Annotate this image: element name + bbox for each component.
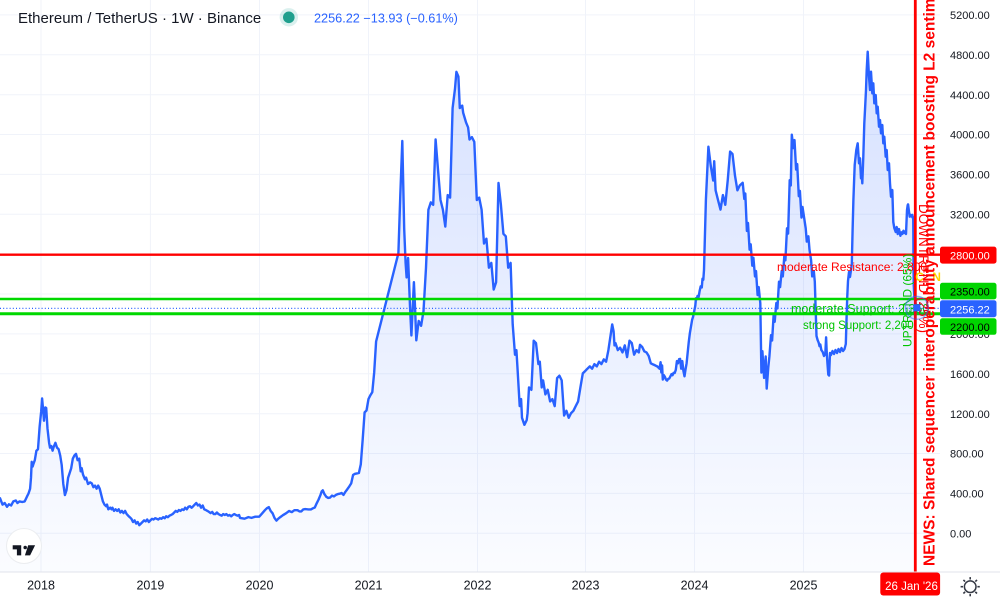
svg-text:2023: 2023 — [572, 579, 600, 593]
svg-text:4800.00: 4800.00 — [950, 50, 990, 62]
svg-text:4400.00: 4400.00 — [950, 90, 990, 102]
svg-text:3600.00: 3600.00 — [950, 170, 990, 182]
svg-text:moderate Resistance: 2,800: moderate Resistance: 2,800 — [777, 260, 927, 274]
svg-text:2020: 2020 — [246, 579, 274, 593]
svg-text:400.00: 400.00 — [950, 489, 984, 501]
svg-text:Ethereum / TetherUS · 1W · Bin: Ethereum / TetherUS · 1W · Binance — [18, 10, 261, 27]
svg-text:2350.00: 2350.00 — [950, 287, 990, 299]
svg-text:3200.00: 3200.00 — [950, 210, 990, 222]
svg-text:2025: 2025 — [790, 579, 818, 593]
svg-text:2022: 2022 — [464, 579, 492, 593]
svg-text:2024: 2024 — [681, 579, 709, 593]
svg-text:26 Jan '26: 26 Jan '26 — [885, 581, 938, 593]
svg-text:moderate Support: 2,350: moderate Support: 2,350 — [791, 302, 929, 316]
svg-text:1600.00: 1600.00 — [950, 369, 990, 381]
svg-text:C: C — [915, 270, 924, 284]
svg-text:5200.00: 5200.00 — [950, 10, 990, 22]
svg-text:2019: 2019 — [136, 579, 164, 593]
svg-text:NEWS: Shared sequencer interop: NEWS: Shared sequencer interoperability … — [922, 0, 939, 566]
svg-text:1200.00: 1200.00 — [950, 409, 990, 421]
svg-text:strong Support: 2,200: strong Support: 2,200 — [803, 320, 914, 332]
svg-text:2018: 2018 — [27, 579, 55, 593]
svg-text:2800.00: 2800.00 — [950, 251, 990, 263]
svg-text:2256.22 −13.93 (−0.61%): 2256.22 −13.93 (−0.61%) — [314, 12, 458, 26]
svg-text:2256.22: 2256.22 — [950, 304, 990, 316]
svg-text:2021: 2021 — [355, 579, 383, 593]
svg-text:0.00: 0.00 — [950, 529, 971, 541]
svg-text:N: N — [932, 270, 941, 284]
svg-text:DOWNTREND (25%): DOWNTREND (25%) — [916, 204, 931, 333]
svg-text:4000.00: 4000.00 — [950, 130, 990, 142]
svg-text:2200.00: 2200.00 — [950, 322, 990, 334]
svg-text:800.00: 800.00 — [950, 449, 984, 461]
